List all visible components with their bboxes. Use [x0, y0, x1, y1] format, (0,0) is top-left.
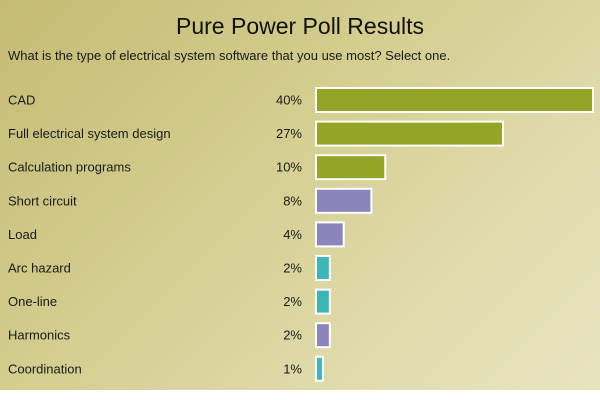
category-label-one-line: One-line — [8, 294, 57, 309]
bar-load — [315, 221, 345, 248]
value-label-harmonics: 2% — [283, 328, 302, 343]
value-label-one-line: 2% — [283, 294, 302, 309]
category-label-cad: CAD — [8, 93, 35, 108]
value-label-arc-hazard: 2% — [283, 261, 302, 276]
value-label-short-circuit: 8% — [283, 193, 302, 208]
bar-cad — [315, 87, 594, 113]
category-label-coordination: Coordination — [8, 361, 82, 376]
value-label-cad: 40% — [276, 93, 302, 108]
category-label-arc-hazard: Arc hazard — [8, 261, 71, 276]
poll-panel: Pure Power Poll Results What is the type… — [0, 0, 600, 390]
value-label-full-electrical-system-design: 27% — [276, 126, 302, 141]
category-label-harmonics: Harmonics — [8, 328, 71, 343]
category-label-load: Load — [8, 227, 37, 242]
value-label-calculation-programs: 10% — [276, 160, 302, 175]
bar-full-electrical-system-design — [315, 120, 504, 147]
category-label-short-circuit: Short circuit — [8, 193, 77, 208]
value-label-coordination: 1% — [283, 361, 302, 376]
category-label-calculation-programs: Calculation programs — [8, 160, 131, 175]
bar-short-circuit — [315, 187, 373, 214]
bar-arc-hazard — [315, 255, 331, 281]
value-label-load: 4% — [283, 227, 302, 242]
bar-calculation-programs — [315, 154, 387, 181]
bar-chart-plot: CAD 40% Full electrical system design 27% Ca… — [8, 87, 594, 382]
bar-harmonics — [315, 322, 331, 349]
bar-coordination — [315, 355, 324, 382]
chart-title: Pure Power Poll Results — [176, 13, 424, 39]
bar-one-line — [315, 288, 331, 315]
category-label-full-electrical-system-design: Full electrical system design — [8, 126, 171, 141]
chart-subtitle: What is the type of electrical system so… — [8, 48, 451, 63]
